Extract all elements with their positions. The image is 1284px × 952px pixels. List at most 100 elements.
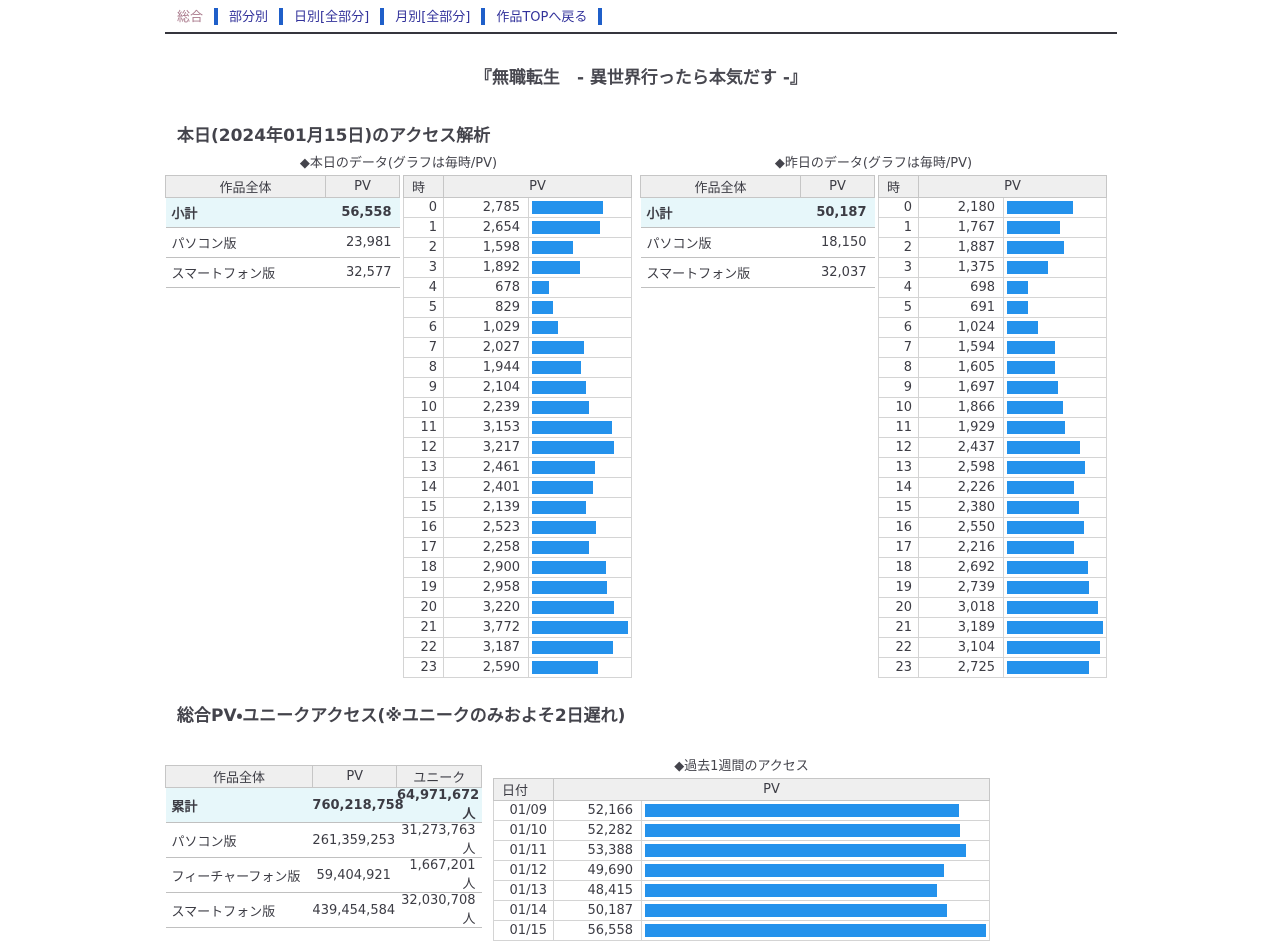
row-label: 0 bbox=[878, 197, 919, 218]
row-value: 678 bbox=[443, 277, 529, 298]
row-value: 32,577 bbox=[325, 257, 400, 288]
row-label: 8 bbox=[403, 357, 444, 378]
row-value: 2,785 bbox=[443, 197, 529, 218]
bar-cell bbox=[1003, 437, 1107, 458]
week-group: ◆過去1週間のアクセス 日付 PV 01/09 52,166 01/10 52,282 01… bbox=[493, 749, 990, 941]
bar-row: 01/14 50,187 bbox=[493, 900, 990, 921]
summary-row: パソコン版 23,981 bbox=[165, 227, 400, 258]
row-label: 01/10 bbox=[493, 820, 554, 841]
pv-bar bbox=[1007, 221, 1061, 234]
row-value: 2,739 bbox=[918, 577, 1004, 598]
row-value: 2,258 bbox=[443, 537, 529, 558]
row-label: 5 bbox=[403, 297, 444, 318]
pv-bar bbox=[1007, 421, 1066, 434]
row-label: 小計 bbox=[165, 197, 326, 228]
row-label: 4 bbox=[403, 277, 444, 298]
row-label: 6 bbox=[403, 317, 444, 338]
row-label: 18 bbox=[403, 557, 444, 578]
bar-cell bbox=[528, 577, 632, 598]
bar-cell bbox=[641, 820, 990, 841]
bar-cell bbox=[1003, 377, 1107, 398]
bar-row: 18 2,900 bbox=[403, 557, 632, 578]
row-value: 1,024 bbox=[918, 317, 1004, 338]
pv-bar bbox=[1007, 241, 1064, 254]
row-label: 5 bbox=[878, 297, 919, 318]
bar-cell bbox=[528, 497, 632, 518]
pv-bar bbox=[645, 924, 986, 937]
bar-row: 4 678 bbox=[403, 277, 632, 298]
today-hourly-table: 時 PV 0 2,785 1 2,654 2 1,598 3 1,892 4 678 5 829 6 1,02… bbox=[403, 175, 632, 678]
bar-cell bbox=[528, 517, 632, 538]
row-label: 2 bbox=[878, 237, 919, 258]
pv-bar bbox=[645, 844, 967, 857]
row-label: パソコン版 bbox=[640, 227, 801, 258]
row-value: 1,767 bbox=[918, 217, 1004, 238]
bar-row: 17 2,258 bbox=[403, 537, 632, 558]
pv-bar bbox=[532, 541, 590, 554]
row-label: パソコン版 bbox=[165, 227, 326, 258]
pv-bar bbox=[532, 381, 586, 394]
row-value: 2,654 bbox=[443, 217, 529, 238]
bar-cell bbox=[1003, 457, 1107, 478]
pv-bar bbox=[1007, 261, 1049, 274]
row-value: 2,380 bbox=[918, 497, 1004, 518]
nav-separator bbox=[481, 8, 486, 25]
row-value: 2,104 bbox=[443, 377, 529, 398]
today-summary-table: 作品全体 PV 小計 56,558 パソコン版 23,981 スマートフォン版 32,577 bbox=[165, 175, 400, 288]
nav-separator bbox=[380, 8, 385, 25]
pv-bar bbox=[532, 621, 629, 634]
row-value: 2,226 bbox=[918, 477, 1004, 498]
pv-bar bbox=[532, 421, 613, 434]
bar-row: 16 2,523 bbox=[403, 517, 632, 538]
row-label: 3 bbox=[878, 257, 919, 278]
row-value: 3,189 bbox=[918, 617, 1004, 638]
bar-row: 1 2,654 bbox=[403, 217, 632, 238]
pv-bar bbox=[1007, 481, 1075, 494]
row-label: 14 bbox=[878, 477, 919, 498]
row-label: 22 bbox=[878, 637, 919, 658]
bar-row: 01/09 52,166 bbox=[493, 800, 990, 821]
row-value: 1,944 bbox=[443, 357, 529, 378]
bar-row: 5 829 bbox=[403, 297, 632, 318]
row-label: 6 bbox=[878, 317, 919, 338]
bar-cell bbox=[1003, 617, 1107, 638]
row-value: 52,166 bbox=[553, 800, 642, 821]
bar-cell bbox=[641, 800, 990, 821]
bar-cell bbox=[1003, 477, 1107, 498]
daily-tables-row: ◆本日のデータ(グラフは毎時/PV) 作品全体 PV 小計 56,558 パソコン版 23… bbox=[165, 146, 1117, 678]
row-value: 48,415 bbox=[553, 880, 642, 901]
bar-cell bbox=[641, 900, 990, 921]
row-value: 2,461 bbox=[443, 457, 529, 478]
bar-cell bbox=[528, 297, 632, 318]
bar-row: 2 1,598 bbox=[403, 237, 632, 258]
bar-row: 8 1,605 bbox=[878, 357, 1107, 378]
bar-cell bbox=[1003, 197, 1107, 218]
pv-bar bbox=[532, 601, 614, 614]
pv-bar bbox=[1007, 661, 1090, 674]
bar-cell bbox=[1003, 237, 1107, 258]
nav-link-tsukibetsu[interactable]: 月別[全部分] bbox=[395, 10, 471, 25]
row-value: 698 bbox=[918, 277, 1004, 298]
bar-row: 13 2,598 bbox=[878, 457, 1107, 478]
row-label: 15 bbox=[403, 497, 444, 518]
pv-bar bbox=[1007, 641, 1101, 654]
bar-cell bbox=[528, 637, 632, 658]
bar-cell bbox=[1003, 277, 1107, 298]
row-value: 1,697 bbox=[918, 377, 1004, 398]
nav-link-bubunbetsu[interactable]: 部分別 bbox=[229, 10, 269, 25]
pv-bar bbox=[532, 501, 587, 514]
bar-row: 8 1,944 bbox=[403, 357, 632, 378]
bar-cell bbox=[1003, 497, 1107, 518]
bar-cell bbox=[1003, 217, 1107, 238]
pv-bar bbox=[532, 261, 581, 274]
column-header: 作品全体 bbox=[165, 175, 326, 198]
column-header: ユニーク bbox=[396, 765, 482, 788]
bar-row: 12 3,217 bbox=[403, 437, 632, 458]
nav-link-nichibetsu[interactable]: 日別[全部分] bbox=[294, 10, 370, 25]
bar-cell bbox=[641, 860, 990, 881]
nav-separator bbox=[598, 8, 603, 25]
nav-link-sakuhin-top[interactable]: 作品TOPへ戻る bbox=[496, 10, 588, 25]
row-value: 2,523 bbox=[443, 517, 529, 538]
bar-row: 16 2,550 bbox=[878, 517, 1107, 538]
pv-bar bbox=[532, 321, 559, 334]
